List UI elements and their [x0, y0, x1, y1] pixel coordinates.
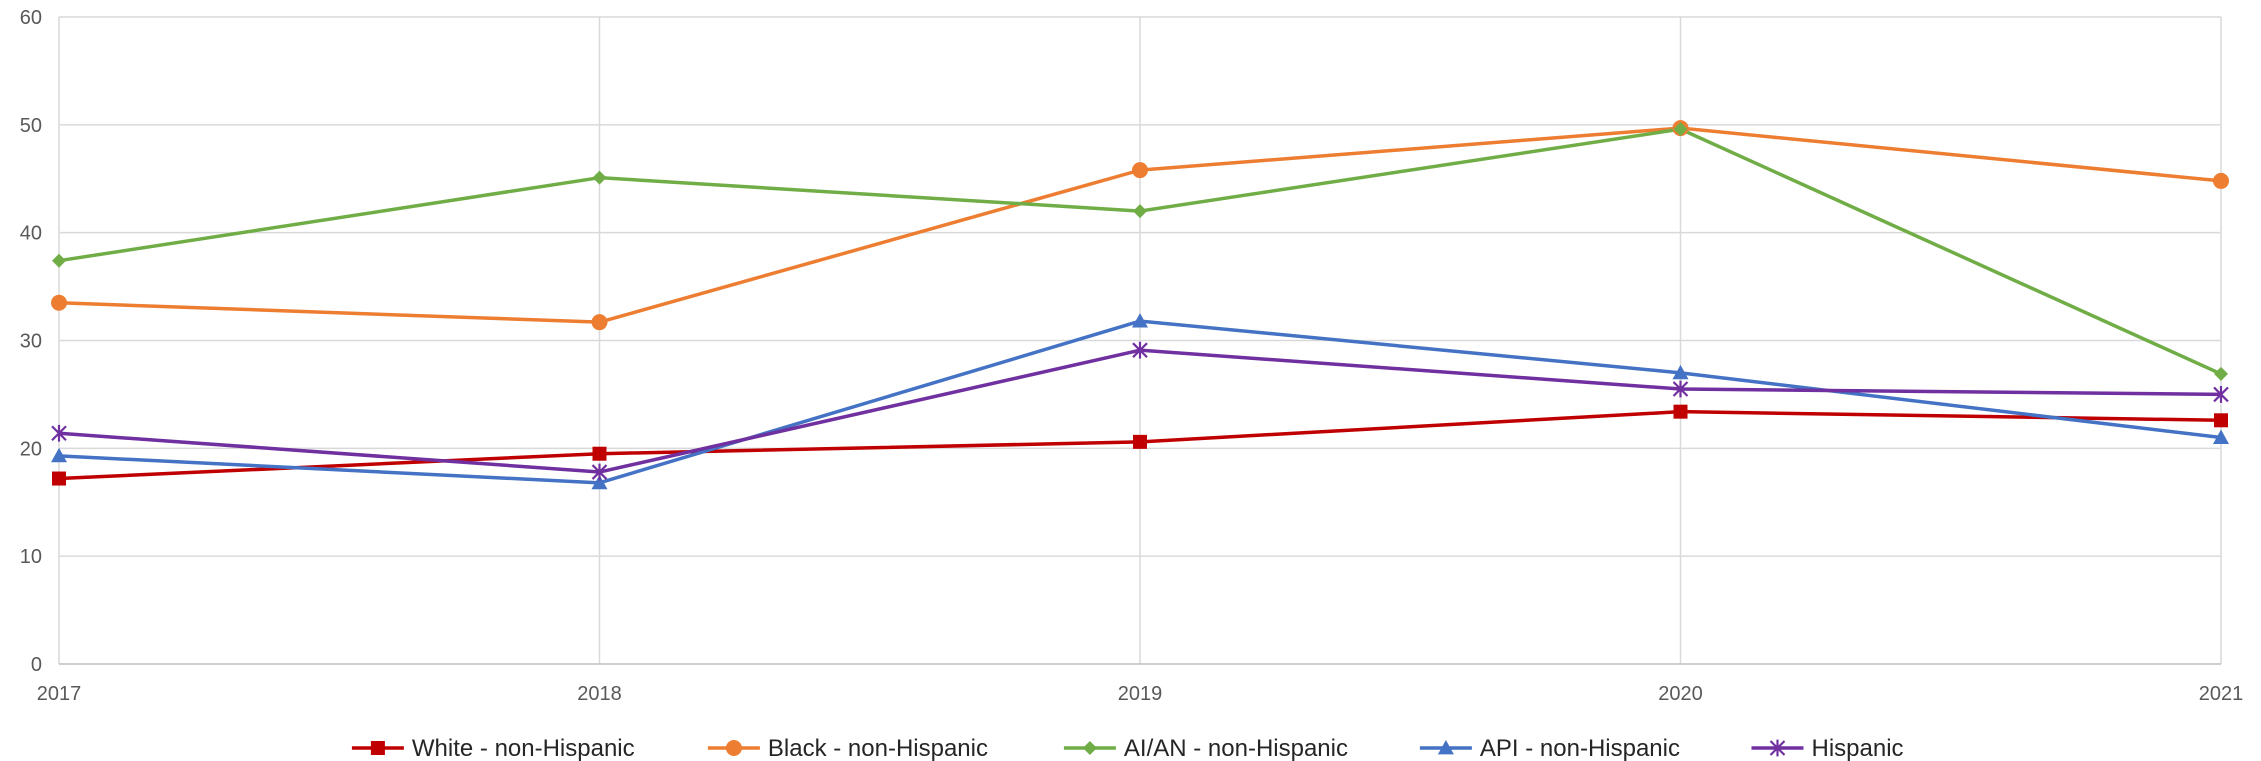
x-tick-label: 2018 — [577, 683, 622, 705]
data-point — [1133, 434, 1147, 449]
data-point — [591, 474, 608, 490]
y-tick-label: 0 — [31, 654, 42, 676]
y-tick-label: 50 — [20, 115, 42, 137]
data-point — [1132, 313, 1148, 328]
data-point — [1133, 204, 1147, 219]
data-point — [51, 294, 67, 311]
gridlines — [58, 16, 2222, 664]
data-point — [1673, 122, 1688, 137]
legend-marker-swatch — [725, 740, 742, 756]
legend-item: Black - non-Hispanic — [707, 735, 988, 761]
legend-item: API - non-Hispanic — [1419, 735, 1680, 761]
data-point — [592, 446, 607, 461]
legend-label: AI/AN - non-Hispanic — [1124, 735, 1348, 761]
data-point — [52, 253, 66, 268]
data-point — [1132, 162, 1148, 179]
y-tick-label: 30 — [20, 331, 42, 353]
legend-label: Black - non-Hispanic — [768, 735, 988, 761]
data-point — [2213, 386, 2229, 403]
data-point — [591, 463, 608, 481]
data-point — [591, 314, 608, 331]
x-tick-label: 2019 — [1118, 683, 1163, 705]
data-point — [1673, 404, 1688, 419]
data-point — [2213, 172, 2229, 189]
data-point — [2214, 366, 2228, 381]
data-point — [51, 447, 67, 463]
data-point — [592, 170, 607, 185]
x-tick-label: 2021 — [2199, 683, 2244, 705]
legend-item: Hispanic — [1751, 735, 1904, 761]
y-tick-label: 20 — [20, 438, 42, 460]
data-point — [2214, 413, 2228, 428]
legend-label: Hispanic — [1812, 735, 1904, 761]
x-tick-label: 2017 — [37, 683, 82, 705]
x-tick-label: 2020 — [1658, 683, 1703, 705]
data-point — [52, 471, 66, 486]
legend-marker-swatch — [1437, 740, 1454, 755]
y-tick-label: 10 — [20, 546, 42, 568]
y-tick-label: 60 — [20, 7, 42, 29]
data-point — [2213, 429, 2229, 444]
legend-marker-swatch — [1082, 741, 1097, 755]
legend-label: White - non-Hispanic — [412, 735, 635, 761]
legend-marker-swatch — [1769, 739, 1786, 757]
legend-item: White - non-Hispanic — [351, 735, 635, 761]
legend-marker-swatch — [370, 741, 385, 755]
data-point — [51, 424, 67, 442]
axes: 0 10 20 30 40 50 60 2017 2018 2019 2020 2021 — [20, 7, 2244, 705]
legend: White - non-Hispanic Black - non-Hispanic… — [351, 735, 1904, 761]
legend-item: AI/AN - non-Hispanic — [1063, 735, 1348, 761]
data-point — [1672, 364, 1689, 380]
data-point — [1672, 380, 1689, 398]
data-point — [1132, 341, 1148, 359]
y-tick-label: 40 — [20, 223, 42, 245]
series-markers — [51, 120, 2229, 490]
legend-label: API - non-Hispanic — [1480, 735, 1680, 761]
